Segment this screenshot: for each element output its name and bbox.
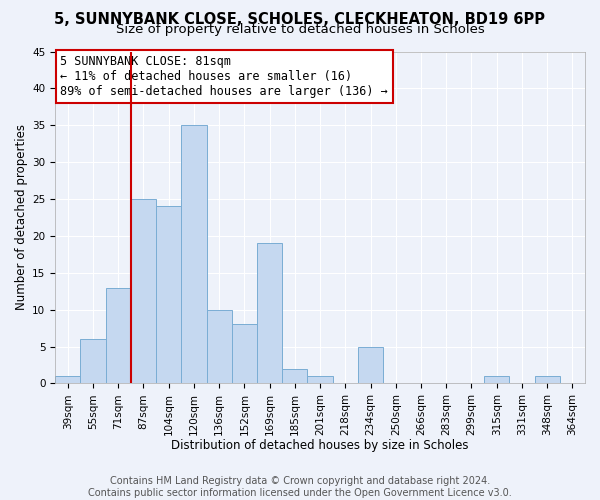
- Bar: [358, 346, 383, 384]
- Bar: [131, 199, 156, 384]
- Bar: [307, 376, 332, 384]
- Bar: [156, 206, 181, 384]
- Bar: [181, 126, 206, 384]
- Bar: [80, 339, 106, 384]
- Bar: [232, 324, 257, 384]
- Text: 5, SUNNYBANK CLOSE, SCHOLES, CLECKHEATON, BD19 6PP: 5, SUNNYBANK CLOSE, SCHOLES, CLECKHEATON…: [55, 12, 545, 28]
- Text: Contains HM Land Registry data © Crown copyright and database right 2024.
Contai: Contains HM Land Registry data © Crown c…: [88, 476, 512, 498]
- X-axis label: Distribution of detached houses by size in Scholes: Distribution of detached houses by size …: [172, 440, 469, 452]
- Bar: [206, 310, 232, 384]
- Bar: [257, 244, 282, 384]
- Text: 5 SUNNYBANK CLOSE: 81sqm
← 11% of detached houses are smaller (16)
89% of semi-d: 5 SUNNYBANK CLOSE: 81sqm ← 11% of detach…: [61, 55, 388, 98]
- Bar: [282, 368, 307, 384]
- Bar: [484, 376, 509, 384]
- Bar: [535, 376, 560, 384]
- Bar: [106, 288, 131, 384]
- Text: Size of property relative to detached houses in Scholes: Size of property relative to detached ho…: [116, 24, 484, 36]
- Y-axis label: Number of detached properties: Number of detached properties: [15, 124, 28, 310]
- Bar: [55, 376, 80, 384]
